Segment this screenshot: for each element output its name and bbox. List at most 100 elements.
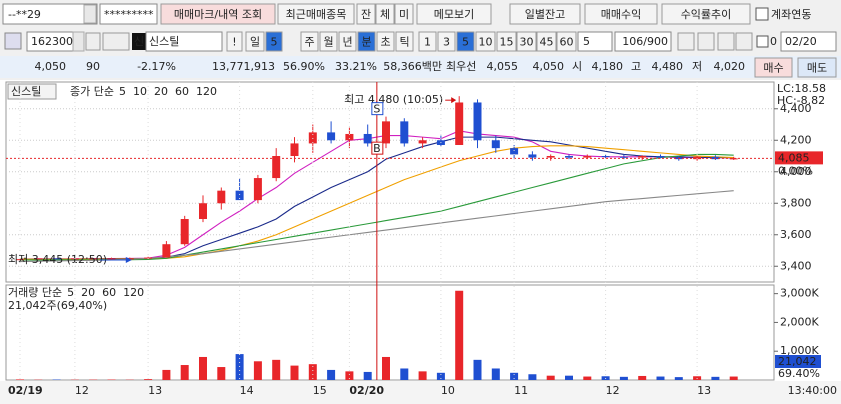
candle-body	[272, 156, 281, 179]
button[interactable]	[245, 31, 265, 52]
button-label: 주	[304, 36, 314, 49]
x-tick-label: 12	[606, 384, 620, 397]
volume-bar	[546, 375, 555, 380]
volume-bar	[16, 379, 24, 380]
button[interactable]	[300, 31, 319, 52]
button[interactable]	[456, 31, 475, 52]
candle-body	[619, 156, 628, 158]
y-tick-label: 3,800	[780, 196, 812, 209]
tool-icon[interactable]	[735, 32, 753, 51]
volume-bar	[510, 372, 519, 380]
button[interactable]	[437, 31, 456, 52]
volume-bar	[674, 377, 683, 380]
tool-icon[interactable]	[677, 32, 695, 51]
button[interactable]	[496, 31, 517, 52]
volume-bar	[473, 359, 482, 380]
range-input[interactable]	[614, 31, 672, 52]
account-input[interactable]	[2, 3, 98, 25]
candle-body	[217, 190, 226, 204]
button-label: 미	[399, 8, 409, 21]
volume-bar	[272, 359, 281, 380]
button-label: 일별잔고	[525, 7, 565, 21]
candle-body	[400, 121, 409, 144]
button[interactable]	[226, 31, 243, 52]
dropdown[interactable]	[72, 31, 85, 52]
button-label: 매수	[763, 62, 783, 75]
button-label: 년	[342, 36, 352, 49]
password-input[interactable]	[99, 3, 158, 25]
button[interactable]	[265, 31, 283, 52]
volume-bar	[235, 354, 244, 380]
legend-entry: 120	[123, 286, 144, 299]
candle-body	[363, 133, 372, 144]
icon-search[interactable]	[85, 32, 101, 51]
label: 계좌연동	[771, 8, 811, 21]
button[interactable]	[475, 31, 496, 52]
checkbox[interactable]	[755, 7, 769, 21]
candle-body	[491, 140, 500, 149]
volume-bar	[327, 369, 336, 380]
dropdown[interactable]	[83, 4, 97, 24]
button[interactable]	[319, 31, 338, 52]
candle-body	[125, 258, 134, 260]
label: --**29	[8, 8, 41, 21]
button[interactable]	[338, 31, 357, 52]
candle-body	[455, 102, 464, 145]
tool-icon[interactable]	[717, 32, 735, 51]
name-input[interactable]	[145, 31, 223, 52]
x-tick-label: 13	[697, 384, 711, 397]
button[interactable]	[661, 3, 751, 25]
label: 신	[134, 35, 144, 48]
button[interactable]	[509, 3, 581, 25]
buy-marker: B	[373, 142, 381, 155]
button[interactable]	[536, 31, 557, 52]
quote-open: 4,180	[592, 60, 624, 73]
x-tick-label: 02/20	[349, 384, 384, 397]
quote-amount: 58,366백만	[383, 60, 442, 73]
button[interactable]	[418, 31, 437, 52]
quote-ratio1: 56.90%	[283, 60, 325, 73]
button-label: 일	[250, 35, 260, 49]
button[interactable]	[394, 3, 414, 25]
tool-icon[interactable]	[697, 32, 715, 51]
x-tick-label: 12	[75, 384, 89, 397]
candle-body	[16, 259, 24, 261]
candle-body	[235, 190, 244, 201]
button[interactable]	[584, 3, 658, 25]
button[interactable]	[375, 3, 395, 25]
button-label: 체	[380, 8, 390, 21]
checkbox[interactable]	[756, 35, 769, 48]
candle-body	[52, 258, 61, 260]
quote-bid: 4,050	[533, 60, 565, 73]
button[interactable]	[416, 3, 492, 25]
button[interactable]	[357, 31, 376, 52]
button[interactable]	[516, 31, 537, 52]
button[interactable]	[277, 3, 355, 25]
label: 162300	[31, 35, 73, 48]
button[interactable]	[376, 31, 395, 52]
candle-body	[162, 244, 171, 258]
legend-entry: 5	[119, 85, 126, 98]
button[interactable]	[160, 3, 276, 25]
button[interactable]	[797, 57, 837, 78]
button-label: 30	[520, 36, 534, 49]
volume-bar	[253, 361, 262, 380]
button[interactable]	[356, 3, 376, 25]
button[interactable]	[395, 31, 414, 52]
quote-low: 4,020	[714, 60, 746, 73]
date-input[interactable]	[780, 31, 837, 52]
button[interactable]	[556, 31, 577, 52]
current-volume-box	[775, 355, 821, 368]
button[interactable]	[754, 57, 793, 78]
label: *********	[104, 8, 154, 21]
quote-ratio2: 33.21%	[335, 60, 377, 73]
candle-body	[638, 156, 647, 158]
icon-sound[interactable]	[102, 32, 130, 51]
button-label: 매매수익	[601, 8, 641, 21]
candle-body	[180, 219, 189, 245]
quote-row	[0, 56, 841, 78]
candle-body	[583, 156, 592, 158]
candle-body	[510, 148, 519, 155]
count-input[interactable]	[577, 31, 613, 52]
volume-rate: 69.40%	[778, 367, 820, 380]
